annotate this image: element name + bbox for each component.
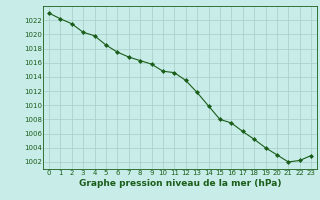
X-axis label: Graphe pression niveau de la mer (hPa): Graphe pression niveau de la mer (hPa) <box>79 179 281 188</box>
